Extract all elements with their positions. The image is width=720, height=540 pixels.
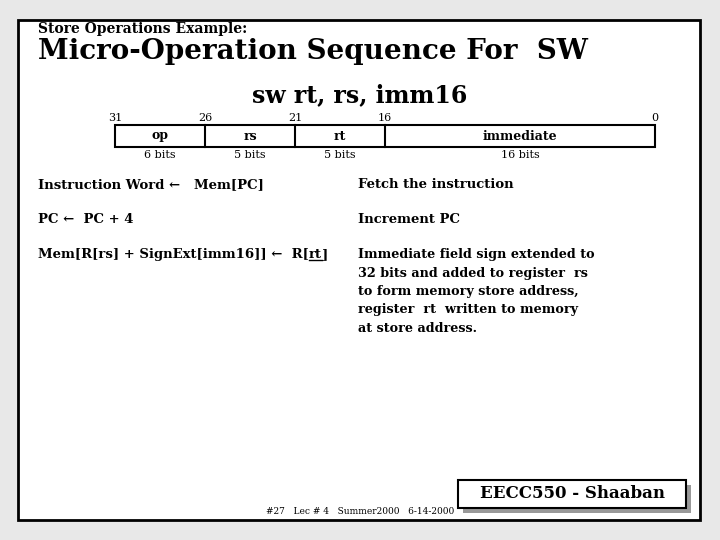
Text: Mem[R[rs] + SignExt[imm16]] ←  R[: Mem[R[rs] + SignExt[imm16]] ← R[	[38, 248, 309, 261]
Text: Store Operations Example:: Store Operations Example:	[38, 22, 247, 36]
Text: Micro-Operation Sequence For  SW: Micro-Operation Sequence For SW	[38, 38, 588, 65]
Text: 26: 26	[198, 113, 212, 123]
Text: EECC550 - Shaaban: EECC550 - Shaaban	[480, 485, 665, 503]
Text: 21: 21	[288, 113, 302, 123]
Text: Instruction Word ←   Mem[PC]: Instruction Word ← Mem[PC]	[38, 178, 264, 191]
Text: PC ←  PC + 4: PC ← PC + 4	[38, 213, 133, 226]
Text: 6 bits: 6 bits	[144, 150, 176, 160]
Text: 5 bits: 5 bits	[234, 150, 266, 160]
Text: 0: 0	[652, 113, 659, 123]
Text: sw rt, rs, imm16: sw rt, rs, imm16	[252, 83, 468, 107]
Text: 31: 31	[108, 113, 122, 123]
Text: Immediate field sign extended to
32 bits and added to register  rs
to form memor: Immediate field sign extended to 32 bits…	[358, 248, 595, 335]
Bar	[458, 480, 686, 508]
Bar	[463, 485, 691, 513]
Text: ]: ]	[322, 248, 328, 261]
Text: 16: 16	[378, 113, 392, 123]
Text: op: op	[151, 130, 168, 143]
Text: immediate: immediate	[482, 130, 557, 143]
Text: 5 bits: 5 bits	[324, 150, 356, 160]
Text: rt: rt	[309, 248, 322, 261]
Text: #27   Lec # 4   Summer2000   6-14-2000: #27 Lec # 4 Summer2000 6-14-2000	[266, 507, 454, 516]
Bar	[115, 125, 655, 147]
Text: rt: rt	[334, 130, 346, 143]
Text: rs: rs	[243, 130, 257, 143]
Text: Fetch the instruction: Fetch the instruction	[358, 178, 513, 191]
Text: Increment PC: Increment PC	[358, 213, 460, 226]
Text: 16 bits: 16 bits	[500, 150, 539, 160]
